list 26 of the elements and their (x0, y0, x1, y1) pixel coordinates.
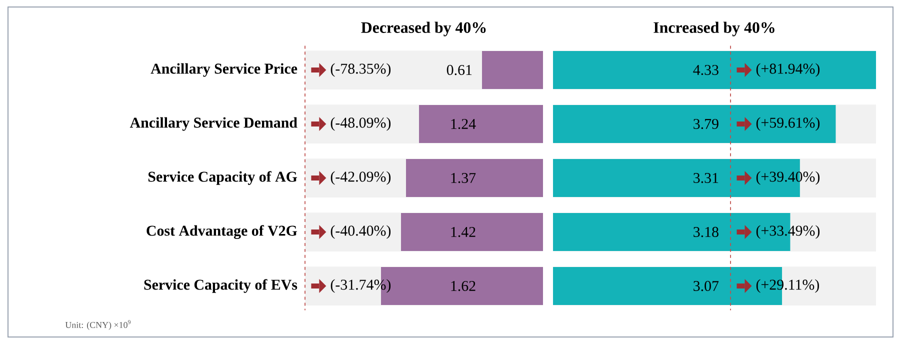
annotation: (-31.74%) (330, 279, 391, 293)
annotation: (+81.94%) (756, 63, 820, 77)
data-label: 1.42 (451, 226, 476, 238)
data-label: 3.07 (694, 280, 719, 292)
annotation: (-42.09%) (330, 171, 391, 185)
annotation: (-48.09%) (330, 117, 391, 131)
text: Unit: (CNY) ×10$^{9}$ (65, 320, 131, 330)
annotation: (-40.40%) (330, 225, 391, 239)
data-label: 4.33 (693, 64, 718, 76)
data-label: 1.37 (451, 172, 476, 184)
y-tick-label: Ancillary Service Demand (130, 117, 298, 131)
data-label: 0.61 (446, 64, 472, 76)
data-label: 3.31 (694, 172, 718, 184)
chart-title: Increased by 40% (654, 22, 774, 36)
data-label: 1.62 (451, 280, 476, 292)
y-tick-label: Service Capacity of AG (148, 171, 298, 185)
y-tick-label: Cost Advantage of V2G (146, 225, 298, 239)
chart-title: Decreased by 40% (361, 22, 486, 36)
data-label: 3.18 (694, 226, 718, 238)
y-tick-label: Ancillary Service Price (150, 63, 298, 77)
bar (482, 51, 543, 89)
annotation: (+59.61%) (756, 117, 820, 131)
y-tick-label: Service Capacity of EVs (144, 279, 298, 293)
data-label: 3.79 (694, 118, 718, 130)
data-label: 1.24 (451, 118, 476, 130)
annotation: (-78.35%) (330, 63, 391, 77)
